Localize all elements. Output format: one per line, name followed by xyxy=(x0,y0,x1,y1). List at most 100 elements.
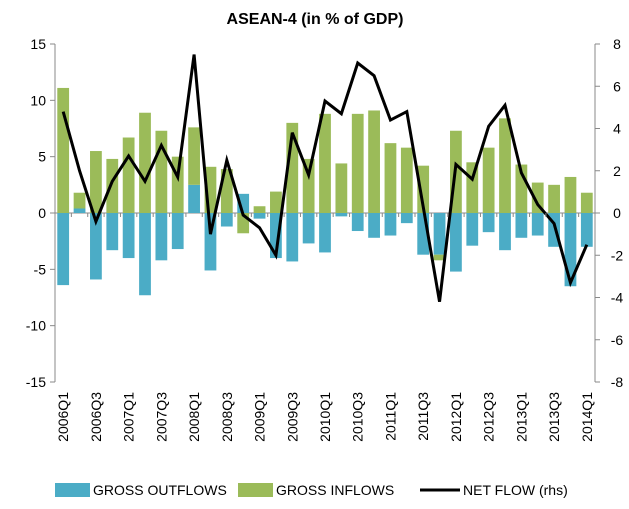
y-tick-label: 15 xyxy=(30,36,46,52)
y2-tick-label: -6 xyxy=(611,332,624,348)
bar xyxy=(188,184,200,213)
bar xyxy=(73,208,86,213)
x-tick-label: 2009Q1 xyxy=(252,392,268,442)
legend-label: GROSS INFLOWS xyxy=(276,482,394,498)
bar xyxy=(57,213,70,286)
y-tick-label: -15 xyxy=(26,374,46,390)
legend-label: GROSS OUTFLOWS xyxy=(93,482,227,498)
bar xyxy=(499,118,511,213)
bar xyxy=(482,147,495,213)
x-tick-label: 2010Q3 xyxy=(350,392,366,442)
y-tick-label: 5 xyxy=(38,149,46,165)
bar xyxy=(319,113,331,213)
bar xyxy=(155,213,168,261)
bar xyxy=(580,213,593,247)
bar xyxy=(515,164,528,213)
bar xyxy=(384,143,397,213)
bar xyxy=(270,191,282,213)
bar xyxy=(564,176,577,213)
legend-swatch xyxy=(238,483,273,497)
bar xyxy=(106,158,119,213)
bar xyxy=(171,213,184,250)
line xyxy=(61,54,589,302)
x-tick-label: 2012Q3 xyxy=(481,392,497,442)
bar xyxy=(139,112,151,213)
x-tick-label: 2011Q3 xyxy=(415,392,431,441)
x-tick-label: 2008Q1 xyxy=(186,392,202,442)
bar xyxy=(400,147,413,213)
bar xyxy=(302,213,315,244)
x-tick-label: 2006Q1 xyxy=(55,392,71,442)
bar xyxy=(351,113,364,213)
y2-tick-label: 2 xyxy=(613,163,621,179)
x-tick-label: 2008Q3 xyxy=(219,392,235,442)
y-tick-label: -5 xyxy=(34,261,47,277)
bar xyxy=(171,156,184,213)
bar xyxy=(286,213,299,262)
x-tick-label: 2006Q3 xyxy=(88,392,104,442)
bar xyxy=(400,213,413,224)
bar xyxy=(580,192,593,213)
bar xyxy=(384,213,397,236)
x-tick-label: 2007Q1 xyxy=(121,392,137,442)
bar xyxy=(237,193,250,213)
legend-label: NET FLOW (rhs) xyxy=(463,482,568,498)
bar xyxy=(286,122,299,213)
y2-tick-label: 8 xyxy=(613,36,621,52)
bar xyxy=(188,127,200,185)
y2-tick-label: -4 xyxy=(611,290,624,306)
bar xyxy=(319,213,331,253)
bar xyxy=(122,213,135,259)
bar xyxy=(122,137,135,213)
bar xyxy=(433,254,446,261)
bar xyxy=(57,87,70,213)
chart-title: ASEAN-4 (in % of GDP) xyxy=(227,11,404,28)
bar xyxy=(302,158,315,213)
y2-tick-label: 0 xyxy=(613,205,621,221)
y-tick-label: -10 xyxy=(26,318,46,334)
bar xyxy=(204,166,217,213)
bar xyxy=(220,213,233,227)
bar xyxy=(515,213,528,238)
x-tick-label: 2011Q1 xyxy=(382,392,398,441)
bar xyxy=(351,213,364,232)
bar xyxy=(417,165,430,213)
bar xyxy=(106,213,119,251)
bar xyxy=(548,213,560,247)
bar xyxy=(73,192,86,209)
bar xyxy=(335,213,348,217)
x-tick-label: 2013Q1 xyxy=(513,392,529,442)
y2-tick-label: -8 xyxy=(611,374,624,390)
x-tick-label: 2012Q1 xyxy=(448,392,464,442)
bar xyxy=(531,213,544,236)
bar xyxy=(155,130,168,213)
bar xyxy=(417,213,430,255)
bar xyxy=(466,162,479,213)
bar xyxy=(237,213,250,234)
bar xyxy=(531,182,544,213)
bar xyxy=(450,213,462,272)
legend-swatch xyxy=(55,483,90,497)
x-tick-label: 2009Q3 xyxy=(284,392,300,442)
bar xyxy=(90,151,102,213)
bar xyxy=(90,213,102,280)
bar xyxy=(548,184,560,213)
bar xyxy=(253,213,266,219)
y2-tick-label: 6 xyxy=(613,78,621,94)
bar xyxy=(499,213,511,251)
bar xyxy=(368,110,380,213)
bar xyxy=(220,169,233,213)
bar xyxy=(466,213,479,246)
x-tick-label: 2013Q3 xyxy=(546,392,562,442)
bar xyxy=(564,213,577,287)
y-tick-label: 0 xyxy=(38,205,46,221)
x-tick-label: 2010Q1 xyxy=(317,392,333,442)
bar xyxy=(335,163,348,213)
x-tick-label: 2014Q1 xyxy=(579,392,595,442)
bar xyxy=(482,213,495,233)
bar xyxy=(253,206,266,213)
y2-tick-label: 4 xyxy=(613,121,621,137)
bar xyxy=(433,213,446,255)
x-tick-label: 2007Q3 xyxy=(153,392,169,442)
y-tick-label: 10 xyxy=(30,92,46,108)
